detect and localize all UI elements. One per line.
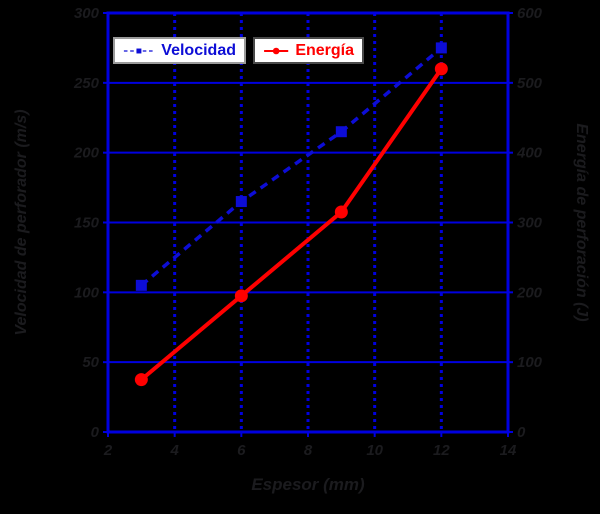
tick-labels: 0 50 100 150 200 250 300 0 100 200 300 400 500 600 2 4 6… [73,5,543,459]
series-velocidad [135,42,447,291]
x-axis-title: Espesor (mm) [251,475,365,494]
y-right-tick-label: 600 [517,5,543,22]
x-tick-label: 2 [103,442,113,459]
y-right-tick-label: 500 [517,75,543,92]
y-left-tick-label: 100 [74,284,100,301]
y-left-tick-label: 50 [82,354,99,371]
x-tick-label: 14 [500,442,517,459]
x-tick-label: 12 [433,442,450,459]
legend-label-energia: Energía [295,41,354,59]
gridlines [108,13,508,432]
y-right-tick-label: 200 [516,284,543,301]
data-point-square [135,279,147,291]
y-left-tick-label: 150 [74,215,100,232]
tick-marks [103,12,513,437]
legend-item-energia: Energía [253,37,364,64]
energia-line-sample [264,47,289,54]
y-left-tick-label: 0 [91,424,100,441]
series-energía [134,62,448,387]
legend-item-velocidad: Velocidad [113,37,246,64]
data-point-circle [434,62,448,76]
data-point-circle [134,373,148,387]
legend-label-velocidad: Velocidad [161,41,236,59]
x-tick-label: 8 [304,442,313,459]
y-right-tick-label: 400 [516,145,543,162]
y-left-tick-label: 200 [73,145,100,162]
x-tick-label: 10 [366,442,383,459]
velocidad-line-sample [123,48,155,53]
x-tick-label: 4 [169,442,179,459]
data-point-circle [334,205,348,219]
y-axis-right-title: Energía de perforación (J) [573,123,590,321]
data-point-square [435,42,447,54]
y-right-tick-label: 300 [517,215,543,232]
series-line [140,67,443,382]
data-point-square [335,126,347,138]
data-point-square [235,196,247,208]
y-axis-left-title: Velocidad de perforador (m/s) [13,109,30,335]
x-tick-label: 6 [237,442,246,459]
y-left-tick-label: 250 [73,75,100,92]
data-point-circle [234,289,248,303]
y-right-tick-label: 100 [517,354,543,371]
y-left-tick-label: 300 [74,5,100,22]
y-right-tick-label: 0 [517,424,526,441]
